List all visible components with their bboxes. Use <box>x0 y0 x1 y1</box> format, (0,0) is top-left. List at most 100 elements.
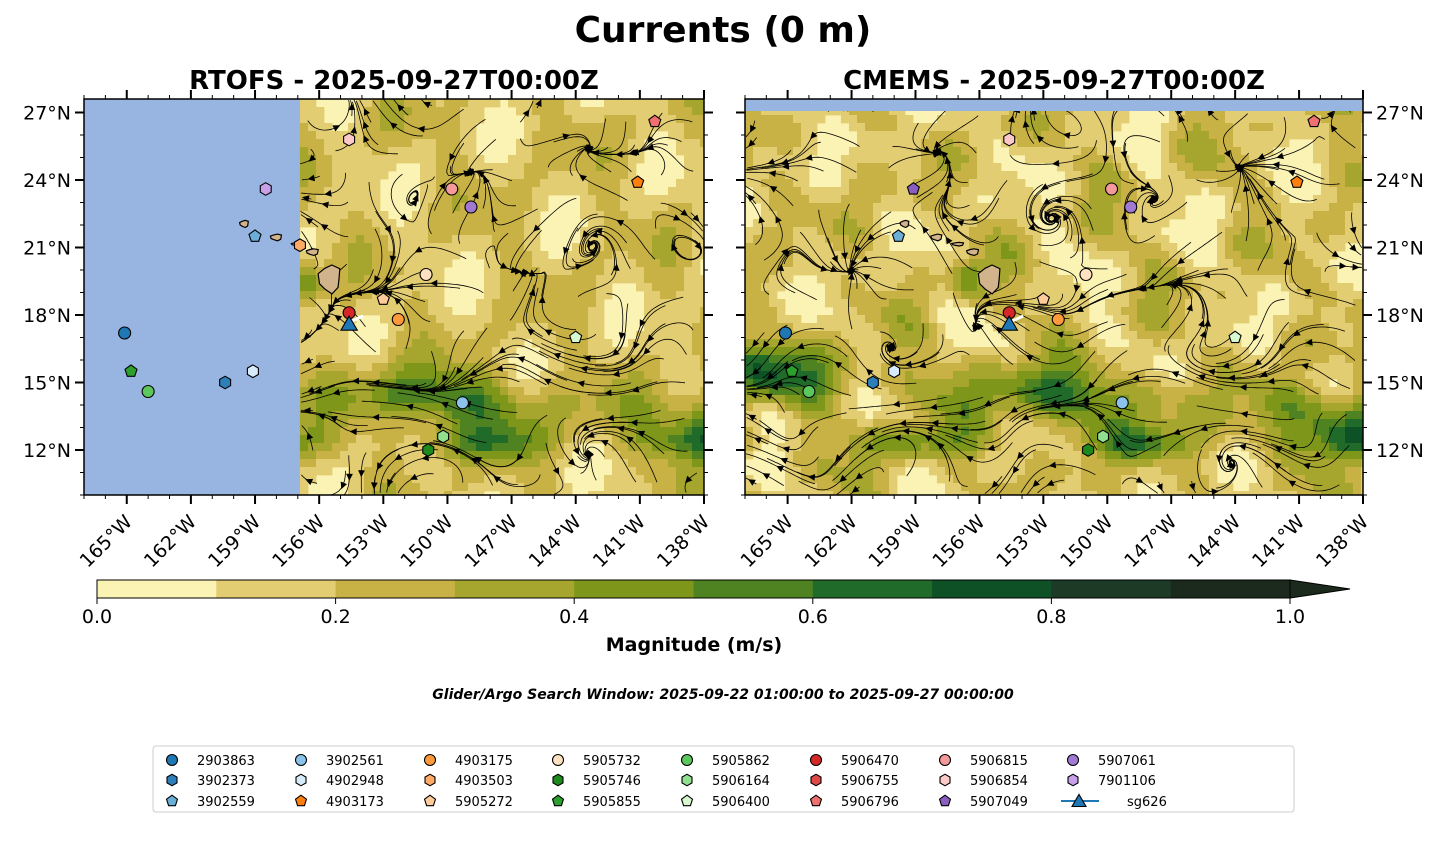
streamline-arrow <box>673 214 681 221</box>
magnitude-cell <box>676 211 685 220</box>
magnitude-cell <box>1353 115 1362 124</box>
magnitude-cell <box>300 107 309 116</box>
magnitude-cell <box>300 139 309 148</box>
magnitude-cell <box>380 235 389 244</box>
magnitude-cell <box>1241 171 1250 180</box>
magnitude-cell <box>540 187 549 196</box>
magnitude-cell <box>604 131 613 140</box>
magnitude-cell <box>644 203 653 212</box>
magnitude-cell <box>1033 203 1042 212</box>
magnitude-cell <box>388 283 397 292</box>
magnitude-cell <box>532 443 541 452</box>
magnitude-cell <box>516 211 525 220</box>
magnitude-cell <box>324 315 333 324</box>
magnitude-cell <box>460 107 469 116</box>
magnitude-cell <box>993 131 1002 140</box>
magnitude-cell <box>308 163 317 172</box>
magnitude-cell <box>508 339 517 348</box>
magnitude-cell <box>636 475 645 484</box>
magnitude-cell <box>660 235 669 244</box>
magnitude-cell <box>636 131 645 140</box>
magnitude-cell <box>945 147 954 156</box>
magnitude-cell <box>1329 171 1338 180</box>
magnitude-cell <box>953 123 962 132</box>
magnitude-cell <box>380 219 389 228</box>
magnitude-cell <box>660 259 669 268</box>
magnitude-cell <box>364 459 373 468</box>
magnitude-cell <box>524 227 533 236</box>
magnitude-cell <box>372 363 381 372</box>
magnitude-cell <box>572 443 581 452</box>
magnitude-cell <box>700 291 704 300</box>
magnitude-cell <box>444 475 453 484</box>
magnitude-cell <box>1081 211 1090 220</box>
magnitude-cell <box>668 411 677 420</box>
magnitude-cell <box>913 211 922 220</box>
magnitude-cell <box>476 243 485 252</box>
magnitude-cell <box>700 491 704 495</box>
magnitude-cell <box>580 139 589 148</box>
magnitude-cell <box>548 411 557 420</box>
magnitude-cell <box>1177 155 1186 164</box>
magnitude-cell <box>937 139 946 148</box>
magnitude-cell <box>849 187 858 196</box>
magnitude-cell <box>468 419 477 428</box>
magnitude-cell <box>1321 115 1330 124</box>
magnitude-cell <box>1217 115 1226 124</box>
magnitude-cell <box>660 483 669 492</box>
magnitude-cell <box>1225 195 1234 204</box>
magnitude-cell <box>428 267 437 276</box>
magnitude-cell <box>644 355 653 364</box>
magnitude-cell <box>324 435 333 444</box>
magnitude-cell <box>324 443 333 452</box>
magnitude-cell <box>468 115 477 124</box>
magnitude-cell <box>556 387 565 396</box>
magnitude-cell <box>684 307 693 316</box>
argo-float-5905862 <box>141 384 155 399</box>
magnitude-cell <box>969 155 978 164</box>
magnitude-cell <box>524 451 533 460</box>
magnitude-cell <box>572 187 581 196</box>
magnitude-cell <box>580 339 589 348</box>
magnitude-cell <box>484 163 493 172</box>
magnitude-cell <box>676 419 685 428</box>
magnitude-cell <box>777 211 786 220</box>
magnitude-cell <box>412 99 421 108</box>
magnitude-cell <box>436 443 445 452</box>
magnitude-cell <box>1073 131 1082 140</box>
magnitude-cell <box>953 195 962 204</box>
magnitude-cell <box>1321 187 1330 196</box>
magnitude-cell <box>636 219 645 228</box>
magnitude-cell <box>652 203 661 212</box>
magnitude-cell <box>412 259 421 268</box>
magnitude-cell <box>604 203 613 212</box>
streamline-arrow <box>493 475 501 483</box>
magnitude-cell <box>300 403 309 412</box>
magnitude-cell <box>1161 123 1170 132</box>
magnitude-cell <box>396 435 405 444</box>
magnitude-cell <box>476 491 485 495</box>
magnitude-cell <box>1233 211 1242 220</box>
magnitude-cell <box>316 251 325 260</box>
magnitude-cell <box>1297 115 1306 124</box>
magnitude-cell <box>404 491 413 495</box>
magnitude-cell <box>452 315 461 324</box>
magnitude-cell <box>684 379 693 388</box>
magnitude-cell <box>364 355 373 364</box>
magnitude-cell <box>596 291 605 300</box>
magnitude-cell <box>356 395 365 404</box>
magnitude-cell <box>700 363 704 372</box>
magnitude-cell <box>468 467 477 476</box>
magnitude-cell <box>628 459 637 468</box>
magnitude-cell <box>1097 171 1106 180</box>
magnitude-cell <box>1081 147 1090 156</box>
magnitude-cell <box>937 171 946 180</box>
magnitude-cell <box>1257 203 1266 212</box>
magnitude-cell <box>372 171 381 180</box>
magnitude-cell <box>628 235 637 244</box>
magnitude-cell <box>1073 147 1082 156</box>
magnitude-cell <box>564 491 573 495</box>
magnitude-cell <box>324 363 333 372</box>
magnitude-cell <box>420 403 429 412</box>
magnitude-cell <box>444 219 453 228</box>
